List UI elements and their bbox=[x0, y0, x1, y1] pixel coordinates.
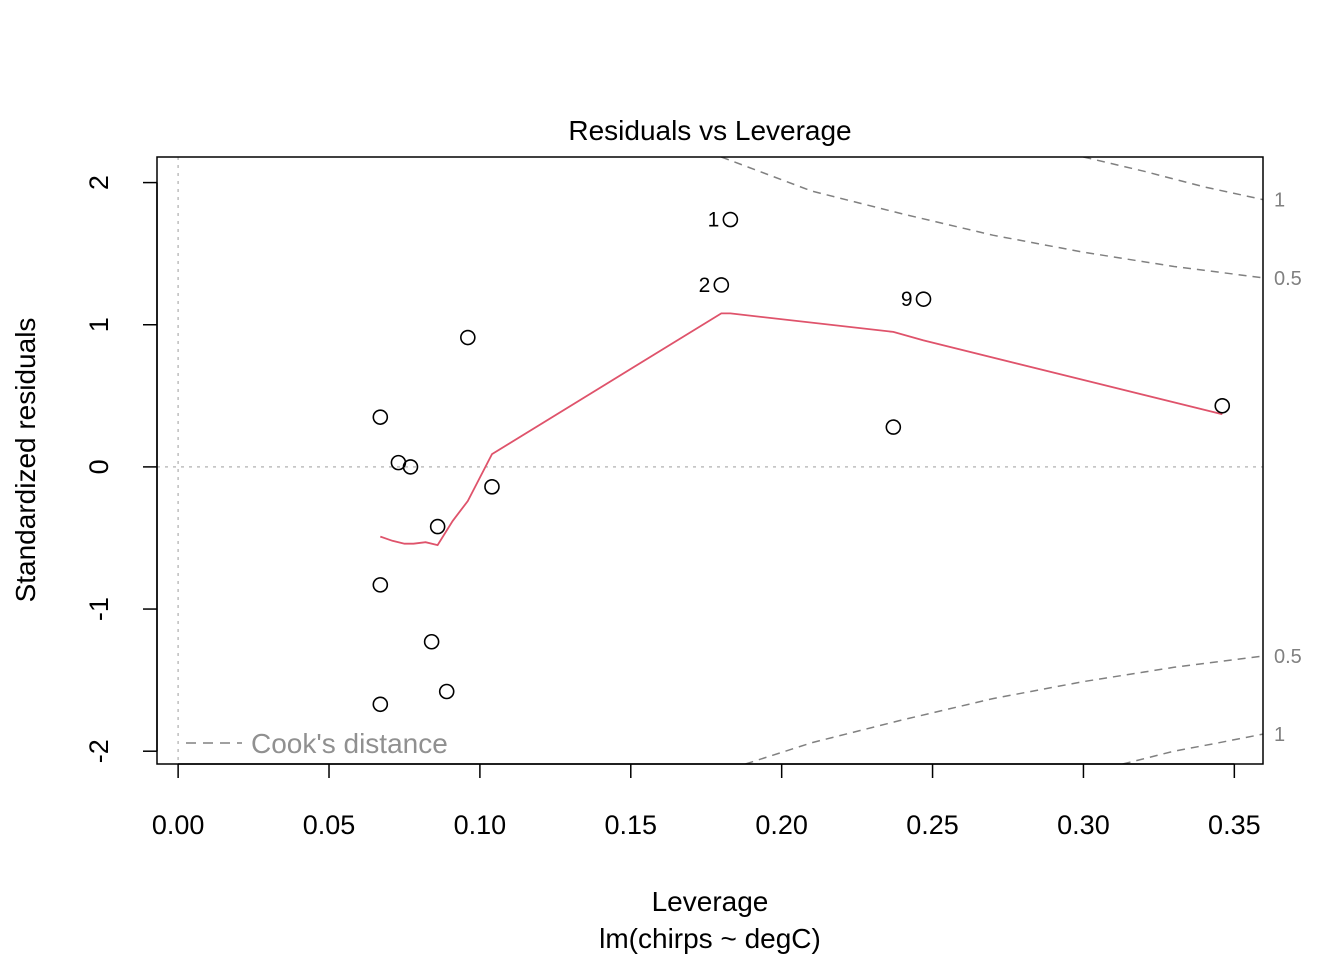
cooks-distance-curve-upper bbox=[1083, 157, 1263, 201]
reference-lines bbox=[157, 157, 1263, 764]
data-point bbox=[484, 478, 500, 495]
y-tick-label: 1 bbox=[84, 317, 114, 332]
data-point bbox=[423, 633, 440, 650]
data-point bbox=[460, 329, 476, 346]
x-axis: 0.00 0.05 0.10 0.15 0.20 0.25 0.30 0.35 bbox=[152, 763, 1261, 840]
cooks-distance-curve-lower bbox=[1122, 733, 1263, 764]
data-point bbox=[1214, 397, 1231, 414]
y-tick-label: 0 bbox=[84, 459, 114, 474]
cooks-distance-label: 0.5 bbox=[1274, 646, 1302, 668]
legend-label: Cook's distance bbox=[251, 728, 448, 759]
cooks-distance-label: 1 bbox=[1274, 724, 1285, 746]
x-tick-label: 0.15 bbox=[605, 810, 658, 840]
data-point bbox=[402, 459, 419, 475]
x-tick-label: 0.30 bbox=[1057, 810, 1110, 840]
cooks-distance-curve-upper bbox=[721, 157, 1263, 279]
data-point bbox=[713, 277, 730, 293]
point-label: 9 bbox=[901, 288, 913, 311]
x-tick-label: 0.25 bbox=[906, 810, 959, 840]
data-point bbox=[429, 518, 446, 535]
plot-frame bbox=[156, 156, 1264, 765]
data-point bbox=[885, 419, 902, 435]
data-point bbox=[372, 696, 389, 713]
data-point bbox=[372, 577, 389, 593]
point-label: 1 bbox=[708, 209, 720, 232]
y-tick-label: -1 bbox=[84, 597, 114, 621]
cooks-distance-curves bbox=[721, 157, 1263, 764]
data-points: 1 2 9 bbox=[372, 209, 1231, 713]
data-point bbox=[722, 211, 739, 228]
x-tick-label: 0.20 bbox=[755, 810, 808, 840]
point-label: 2 bbox=[699, 274, 711, 297]
x-tick-label: 0.05 bbox=[303, 810, 356, 840]
y-tick-label: 2 bbox=[84, 175, 114, 190]
x-axis-sublabel: lm(chirps ~ degC) bbox=[599, 923, 821, 954]
smooth-line-group bbox=[380, 312, 1223, 547]
data-point bbox=[438, 683, 455, 700]
x-tick-label: 0.00 bbox=[152, 810, 205, 840]
cooks-distance-label: 0.5 bbox=[1274, 268, 1302, 290]
data-point bbox=[915, 291, 932, 307]
smooth-line bbox=[380, 312, 1223, 547]
x-axis-label: Leverage bbox=[652, 886, 769, 917]
x-tick-label: 0.10 bbox=[454, 810, 507, 840]
y-tick-label: -2 bbox=[84, 739, 114, 763]
y-axis-label: Standardized residuals bbox=[10, 318, 41, 603]
y-axis: -2 -1 0 1 2 bbox=[84, 175, 158, 763]
cooks-distance-curve-lower bbox=[745, 655, 1263, 764]
legend: Cook's distance bbox=[186, 728, 448, 759]
chart-title: Residuals vs Leverage bbox=[568, 115, 851, 146]
cooks-distance-label: 1 bbox=[1274, 190, 1285, 212]
cooks-distance-labels: 0.5 0.5 1 1 bbox=[1274, 190, 1302, 747]
x-tick-label: 0.35 bbox=[1208, 810, 1261, 840]
data-point bbox=[372, 409, 389, 425]
